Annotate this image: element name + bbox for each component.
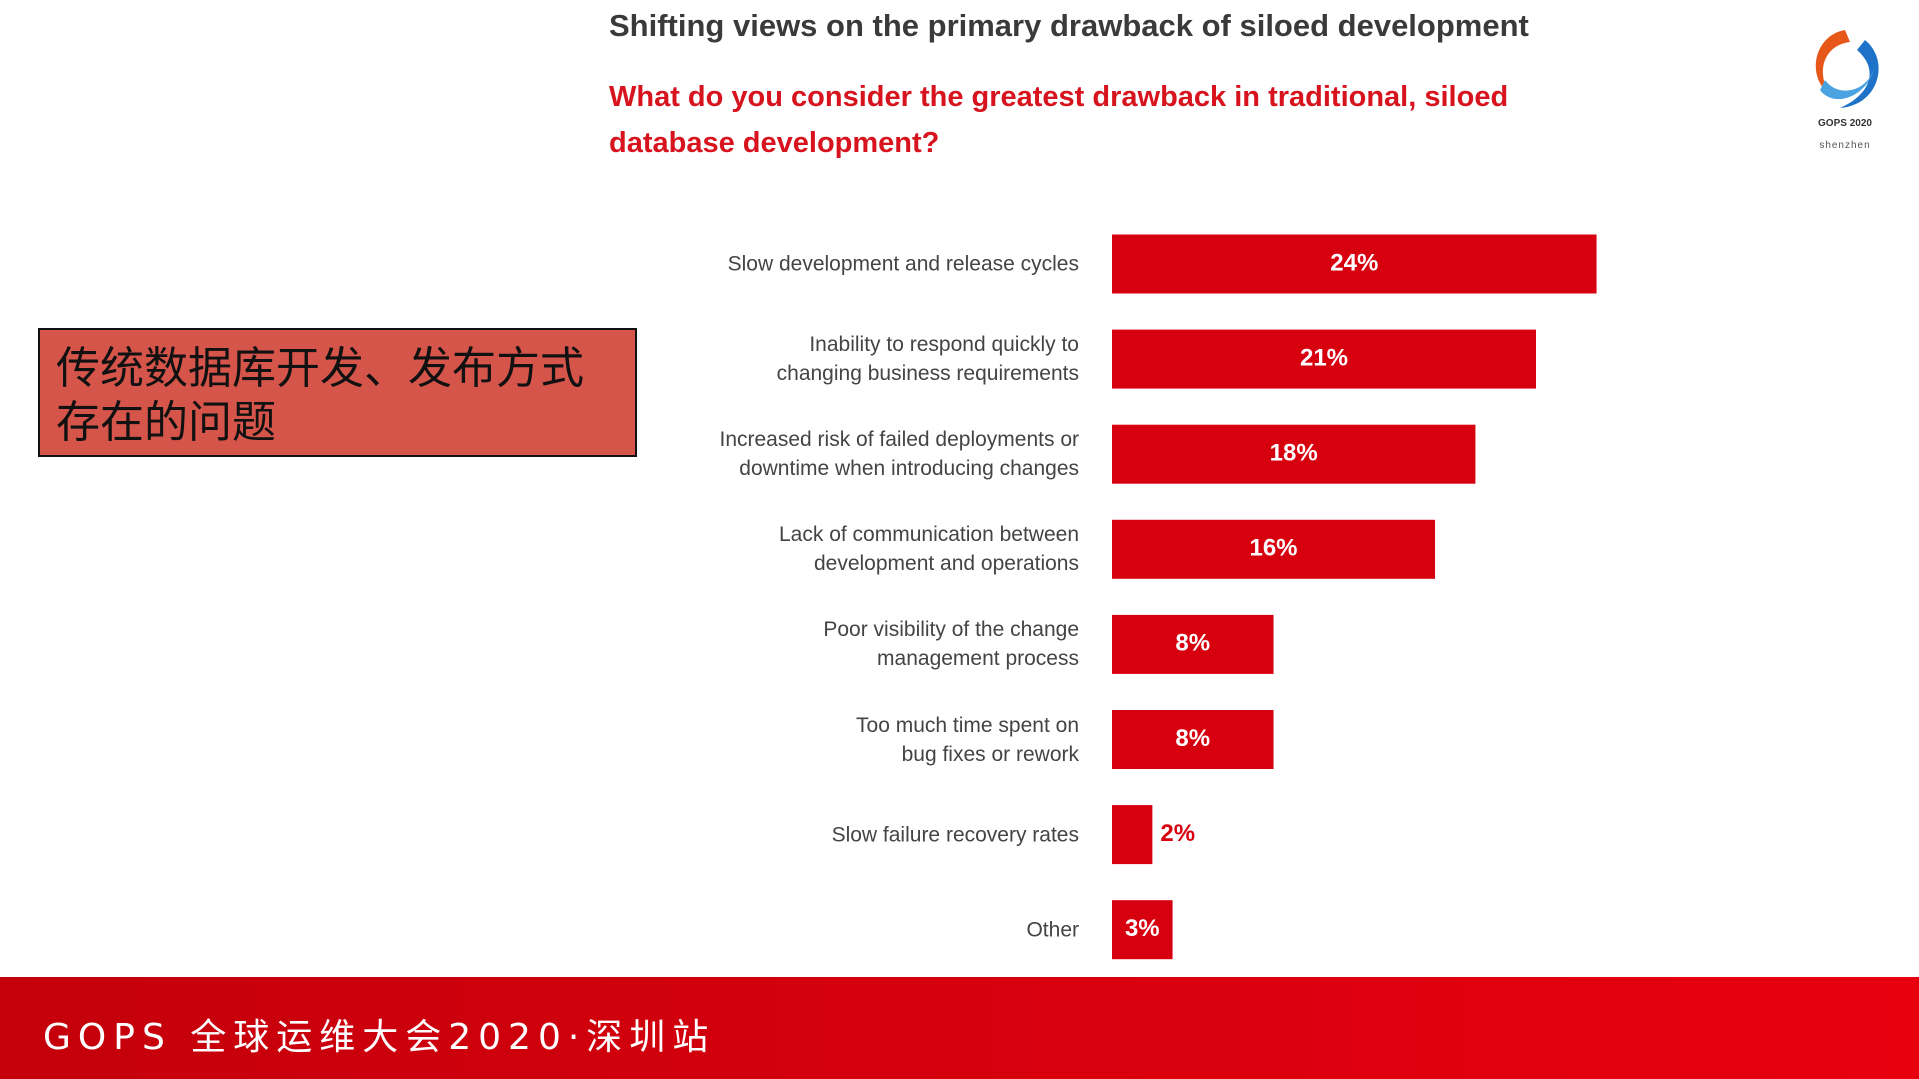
bar	[1112, 805, 1153, 865]
value-label: 24%	[1330, 249, 1378, 276]
callout-box: 传统数据库开发、发布方式 存在的问题	[38, 328, 637, 457]
bar	[1112, 424, 1476, 484]
chart: 24% 21% 18% 16% 8% 8% 2% 3%	[1112, 234, 1597, 960]
chart-title: Shifting views on the primary drawback o…	[609, 8, 1529, 43]
category-label: Poor visibility of the change management…	[823, 618, 1079, 671]
logo-mark	[1815, 30, 1879, 108]
value-label: 2%	[1160, 820, 1195, 847]
bar	[1112, 710, 1274, 769]
logo-city: shenzhen	[1819, 140, 1871, 151]
category-label: Slow failure recovery rates	[831, 823, 1079, 847]
value-label: 21%	[1300, 344, 1348, 371]
bar	[1112, 329, 1536, 389]
chart-subtitle: What do you consider the greatest drawba…	[609, 81, 1509, 159]
category-label: Slow development and release cycles	[727, 252, 1079, 276]
bar	[1112, 900, 1173, 960]
value-label: 16%	[1249, 535, 1297, 562]
category-label: Too much time spent on bug fixes or rewo…	[856, 713, 1079, 766]
category-label: Increased risk of failed deployments or …	[719, 428, 1079, 481]
category-label: Other	[1026, 918, 1079, 942]
value-label: 8%	[1175, 630, 1210, 657]
footer-band	[0, 977, 1919, 1079]
footer-text: GOPS 全球运维大会2020·深圳站	[43, 1017, 716, 1058]
value-label: 18%	[1270, 440, 1318, 467]
value-label: 3%	[1125, 915, 1160, 942]
bar	[1112, 234, 1597, 294]
bar	[1112, 519, 1436, 579]
category-label: Inability to respond quickly to changing…	[776, 333, 1079, 386]
category-label: Lack of communication between developmen…	[779, 523, 1079, 576]
value-label: 8%	[1175, 725, 1210, 752]
bar	[1112, 614, 1274, 674]
logo-name: GOPS 2020	[1818, 118, 1872, 129]
